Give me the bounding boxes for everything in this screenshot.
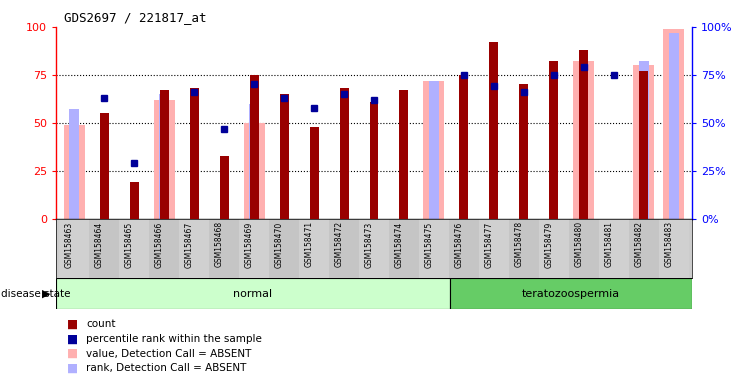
- Bar: [399, 90, 408, 219]
- Bar: [370, 102, 378, 219]
- Bar: [429, 81, 439, 219]
- Bar: [419, 219, 449, 278]
- Bar: [159, 90, 168, 219]
- Text: GSM158477: GSM158477: [485, 221, 494, 268]
- Bar: [509, 219, 539, 278]
- Text: disease state: disease state: [1, 289, 70, 299]
- Text: GSM158468: GSM158468: [215, 221, 224, 267]
- Text: GSM158478: GSM158478: [515, 221, 524, 267]
- Text: GSM158482: GSM158482: [635, 221, 644, 267]
- Text: GSM158483: GSM158483: [665, 221, 674, 267]
- Bar: [69, 109, 79, 219]
- Bar: [269, 219, 299, 278]
- Bar: [250, 75, 259, 219]
- Bar: [450, 278, 692, 309]
- Bar: [329, 219, 359, 278]
- Bar: [153, 100, 174, 219]
- Bar: [550, 61, 559, 219]
- Bar: [89, 219, 119, 278]
- Bar: [449, 219, 479, 278]
- Bar: [479, 219, 509, 278]
- Bar: [389, 219, 419, 278]
- Text: ▶: ▶: [43, 289, 51, 299]
- Bar: [179, 219, 209, 278]
- Text: GSM158479: GSM158479: [545, 221, 554, 268]
- Text: GSM158476: GSM158476: [455, 221, 464, 268]
- Bar: [159, 94, 169, 219]
- Text: count: count: [86, 319, 115, 329]
- Text: value, Detection Call = ABSENT: value, Detection Call = ABSENT: [86, 349, 251, 359]
- Bar: [280, 94, 289, 219]
- Bar: [634, 65, 654, 219]
- Text: GSM158463: GSM158463: [65, 221, 74, 268]
- Text: GSM158469: GSM158469: [245, 221, 254, 268]
- Bar: [663, 29, 684, 219]
- Bar: [669, 33, 679, 219]
- Bar: [119, 219, 149, 278]
- Bar: [640, 71, 649, 219]
- Text: GSM158467: GSM158467: [185, 221, 194, 268]
- Text: ■: ■: [67, 362, 79, 375]
- Text: GSM158471: GSM158471: [305, 221, 314, 267]
- Text: GSM158481: GSM158481: [605, 221, 614, 267]
- Bar: [239, 219, 269, 278]
- Bar: [340, 88, 349, 219]
- Bar: [149, 219, 179, 278]
- Bar: [359, 219, 389, 278]
- Text: GSM158465: GSM158465: [125, 221, 134, 268]
- Text: ■: ■: [67, 318, 79, 331]
- Bar: [310, 127, 319, 219]
- Bar: [574, 61, 595, 219]
- Bar: [580, 50, 589, 219]
- Text: GSM158466: GSM158466: [155, 221, 164, 268]
- Text: GSM158472: GSM158472: [335, 221, 344, 267]
- Bar: [99, 113, 108, 219]
- Text: GDS2697 / 221817_at: GDS2697 / 221817_at: [64, 12, 206, 25]
- Bar: [64, 125, 85, 219]
- Bar: [299, 219, 329, 278]
- Bar: [129, 182, 138, 219]
- Bar: [189, 88, 198, 219]
- Bar: [423, 81, 444, 219]
- Bar: [599, 219, 629, 278]
- Text: rank, Detection Call = ABSENT: rank, Detection Call = ABSENT: [86, 363, 246, 373]
- Bar: [249, 104, 260, 219]
- Bar: [56, 278, 450, 309]
- Bar: [244, 123, 265, 219]
- Text: normal: normal: [233, 289, 272, 299]
- Bar: [569, 219, 599, 278]
- Text: GSM158475: GSM158475: [425, 221, 434, 268]
- Bar: [209, 219, 239, 278]
- Text: GSM158464: GSM158464: [95, 221, 104, 268]
- Text: GSM158470: GSM158470: [275, 221, 284, 268]
- Text: GSM158480: GSM158480: [575, 221, 584, 267]
- Bar: [220, 156, 229, 219]
- Text: teratozoospermia: teratozoospermia: [522, 289, 620, 299]
- Bar: [459, 75, 468, 219]
- Bar: [629, 219, 659, 278]
- Bar: [539, 219, 569, 278]
- Bar: [659, 219, 689, 278]
- Bar: [519, 84, 528, 219]
- Text: ■: ■: [67, 347, 79, 360]
- Bar: [639, 61, 649, 219]
- Text: GSM158473: GSM158473: [365, 221, 374, 268]
- Text: ■: ■: [67, 333, 79, 346]
- Text: percentile rank within the sample: percentile rank within the sample: [86, 334, 262, 344]
- Text: GSM158474: GSM158474: [395, 221, 404, 268]
- Bar: [489, 42, 498, 219]
- Bar: [59, 219, 89, 278]
